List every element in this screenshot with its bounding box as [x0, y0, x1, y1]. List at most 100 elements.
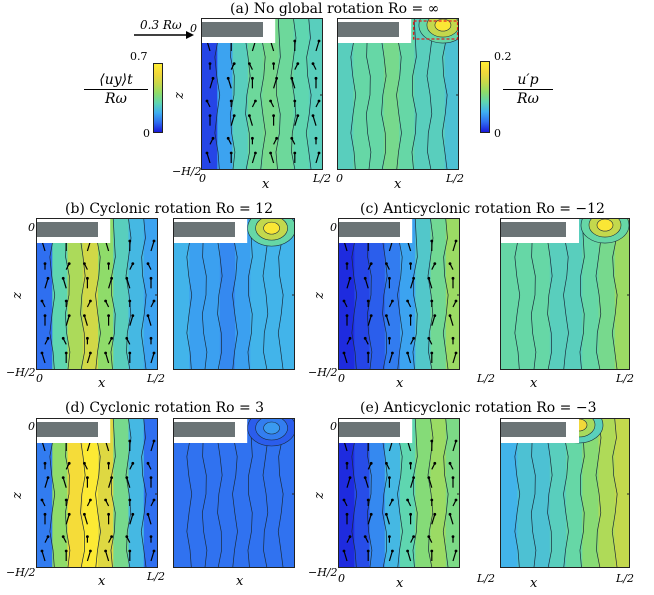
panel-c-title: (c) Anticyclonic rotation Ro = −12: [360, 201, 605, 217]
velocity-arrow-head: [409, 314, 412, 318]
contour-line: [396, 19, 402, 169]
velocity-arrow-head: [317, 99, 321, 103]
a-xtick-left-2: 0: [336, 172, 343, 185]
heatmap-band: [517, 219, 535, 369]
velocity-arrow: [346, 278, 351, 289]
heatmap-band: [235, 419, 251, 567]
c-xlabel-2: x: [530, 376, 538, 391]
velocity-arrow-head: [293, 151, 297, 155]
heatmap-band: [219, 219, 236, 369]
velocity-arrow-head: [406, 498, 409, 502]
heatmap-band: [415, 219, 432, 369]
contour-line: [514, 419, 521, 567]
contour-line: [442, 419, 449, 567]
velocity-arrow-head: [272, 114, 275, 118]
velocity-arrow-head: [128, 549, 132, 553]
a-ztick-top: 0: [190, 22, 197, 35]
heatmap-band: [82, 219, 99, 369]
velocity-arrow-head: [110, 336, 113, 340]
velocity-arrow-head: [146, 461, 150, 465]
contour-line: [546, 219, 553, 369]
velocity-arrow-head: [363, 276, 367, 280]
velocity-arrow-head: [451, 476, 455, 480]
velocity-arrow-head: [67, 262, 71, 266]
velocity-arrow-head: [412, 476, 415, 480]
velocity-arrow-head: [388, 476, 391, 480]
velocity-arrow-head: [342, 351, 346, 355]
velocity-arrow-head: [391, 549, 394, 553]
velocity-arrow-head: [391, 498, 394, 502]
velocity-arrow-head: [64, 351, 68, 355]
panel-b-title: (b) Cyclonic rotation Ro = 12: [65, 201, 273, 217]
velocity-arrow-head: [64, 498, 68, 502]
a-xtick-right-1: L/2: [313, 172, 332, 185]
velocity-arrow: [407, 550, 412, 562]
panel-c-mean-map: [338, 218, 460, 370]
velocity-arrow: [385, 514, 390, 525]
contour-line: [563, 419, 569, 567]
velocity-arrow-head: [205, 151, 209, 155]
velocity-arrow-head: [388, 336, 391, 340]
contour-line: [49, 219, 56, 369]
heatmap-band: [113, 419, 130, 567]
contour-line: [232, 419, 238, 567]
velocity-arrow: [126, 278, 131, 289]
heatmap-band: [566, 419, 583, 567]
heatmap-band: [98, 419, 114, 567]
velocity-arrow: [248, 115, 253, 126]
velocity-arrow-head: [314, 76, 318, 80]
velocity-arrow: [105, 352, 110, 364]
velocity-arrow-head: [391, 351, 394, 355]
a-xtick-right-2: L/2: [446, 172, 465, 185]
velocity-arrow: [315, 40, 320, 52]
velocity-arrow-head: [406, 299, 409, 303]
heatmap-band: [415, 419, 432, 567]
velocity-arrow-head: [104, 351, 107, 355]
heatmap-band: [217, 19, 234, 169]
velocity-arrow: [150, 352, 155, 364]
velocity-arrow-head: [448, 461, 452, 465]
contour-line: [380, 19, 387, 169]
velocity-arrow-head: [149, 276, 153, 280]
obstacle-block: [174, 222, 235, 237]
velocity-arrow-head: [149, 476, 153, 480]
heatmap-band: [204, 219, 221, 369]
contour-line: [563, 219, 569, 369]
contour-line: [247, 419, 253, 567]
contour-line: [260, 19, 266, 169]
d-ztick-bottom: −H/2: [6, 566, 36, 579]
velocity-arrow-head: [275, 76, 278, 80]
velocity-arrow-head: [226, 76, 230, 80]
velocity-arrow: [367, 514, 372, 525]
colorbar-left-min: 0: [143, 127, 150, 140]
heatmap-band: [82, 419, 99, 567]
velocity-arrow: [367, 315, 372, 326]
velocity-arrow-head: [131, 461, 135, 465]
heatmap-band: [400, 419, 416, 567]
velocity-arrow-head: [128, 498, 132, 502]
velocity-arrow-head: [430, 549, 434, 553]
velocity-arrow: [273, 78, 278, 89]
heatmap-band: [67, 419, 84, 567]
velocity-arrow-head: [451, 336, 455, 340]
velocity-arrow-head: [131, 512, 135, 516]
velocity-arrow-head: [248, 114, 251, 118]
heatmap-band: [501, 219, 518, 369]
velocity-arrow-head: [110, 535, 113, 539]
velocity-arrow-head: [430, 439, 434, 443]
panel-d-fluct-map: [173, 418, 295, 568]
velocity-arrow: [108, 477, 113, 488]
velocity-arrow: [129, 514, 134, 525]
contour-line: [95, 219, 101, 369]
velocity-arrow: [126, 477, 131, 488]
heatmap-band: [174, 419, 190, 567]
velocity-arrow-head: [433, 512, 437, 516]
velocity-arrow-head: [454, 239, 458, 243]
velocity-arrow-head: [83, 512, 86, 516]
velocity-arrow-head: [251, 76, 254, 80]
contour-line: [216, 419, 223, 567]
velocity-arrow-head: [64, 549, 68, 553]
contour-line: [579, 219, 585, 369]
heatmap-band: [598, 219, 616, 369]
highlight-box: [412, 20, 458, 40]
